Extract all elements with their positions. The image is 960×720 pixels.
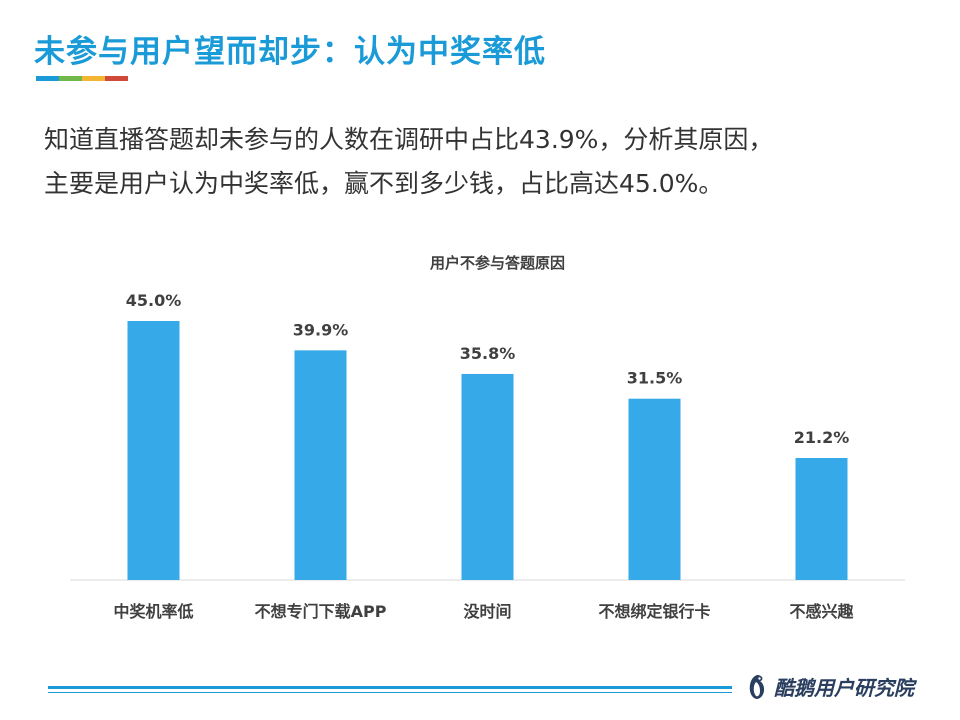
data-label: 39.9% — [293, 320, 349, 339]
bar — [127, 321, 180, 580]
description-line: 知道直播答题却未参与的人数在调研中占比43.9%，分析其原因， — [44, 125, 774, 154]
x-tick-label: 没时间 — [463, 602, 511, 621]
x-tick-label: 不想绑定银行卡 — [598, 602, 710, 621]
title-underline-segment — [36, 76, 59, 81]
bar — [294, 350, 347, 580]
x-tick-label: 不感兴趣 — [789, 602, 854, 621]
data-label: 45.0% — [126, 291, 182, 310]
bar — [461, 373, 514, 580]
data-label: 35.8% — [460, 344, 516, 363]
brand-logo: 酷鹅用户研究院 — [746, 672, 914, 701]
page-title: 未参与用户望而却步：认为中奖率低 — [34, 34, 546, 70]
footer-rule — [48, 686, 732, 689]
footer-rule-thin — [48, 692, 732, 693]
chart-title: 用户不参与答题原因 — [430, 254, 565, 272]
x-tick-label: 不想专门下载APP — [255, 602, 387, 621]
title-underline-segment — [105, 76, 128, 81]
title-underline-segment — [82, 76, 105, 81]
penguin-logo-icon — [749, 674, 765, 699]
title-underline — [36, 76, 128, 81]
x-tick-label: 中奖机率低 — [113, 602, 193, 621]
bar — [795, 457, 848, 580]
data-label: 21.2% — [794, 428, 850, 447]
description-line: 主要是用户认为中奖率低，赢不到多少钱，占比高达45.0%。 — [44, 169, 724, 198]
bar — [628, 398, 681, 580]
title-underline-segment — [59, 76, 82, 81]
brand-name: 酷鹅用户研究院 — [774, 676, 914, 700]
data-label: 31.5% — [627, 369, 683, 388]
description: 知道直播答题却未参与的人数在调研中占比43.9%，分析其原因， 主要是用户认为中… — [44, 118, 924, 206]
